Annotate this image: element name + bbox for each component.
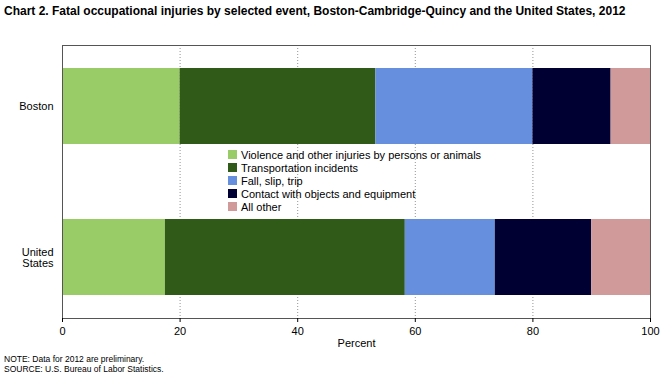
html-text:SOURCE: U.S. Bureau of Labor S: SOURCE: U.S. Bureau of Labor Statistics. [4, 364, 164, 374]
svg-text:UnitedStates: UnitedStates [22, 246, 54, 269]
svg-text:0: 0 [59, 325, 65, 337]
html-text:NOTE: Data for 2012 are prelim: NOTE: Data for 2012 are preliminary. [4, 354, 145, 364]
svg-text:60: 60 [409, 325, 421, 337]
svg-text:Boston: Boston [19, 100, 53, 112]
svg-text:Percent: Percent [338, 337, 376, 349]
html-text:Contact with objects and equip: Contact with objects and equipment [241, 187, 416, 200]
html-text:Transportation incidents: Transportation incidents [241, 161, 358, 174]
html-text:Fall, slip, trip: Fall, slip, trip [241, 174, 303, 187]
svg-text:80: 80 [527, 325, 539, 337]
svg-text:20: 20 [174, 325, 186, 337]
html-text:All other: All other [241, 200, 282, 213]
svg-text:40: 40 [292, 325, 304, 337]
html-text:Violence and other injuries by: Violence and other injuries by persons o… [241, 148, 482, 161]
html-text:Chart 2. Fatal occupational in: Chart 2. Fatal occupational injuries by … [4, 4, 626, 18]
svg-text:100: 100 [641, 325, 659, 337]
